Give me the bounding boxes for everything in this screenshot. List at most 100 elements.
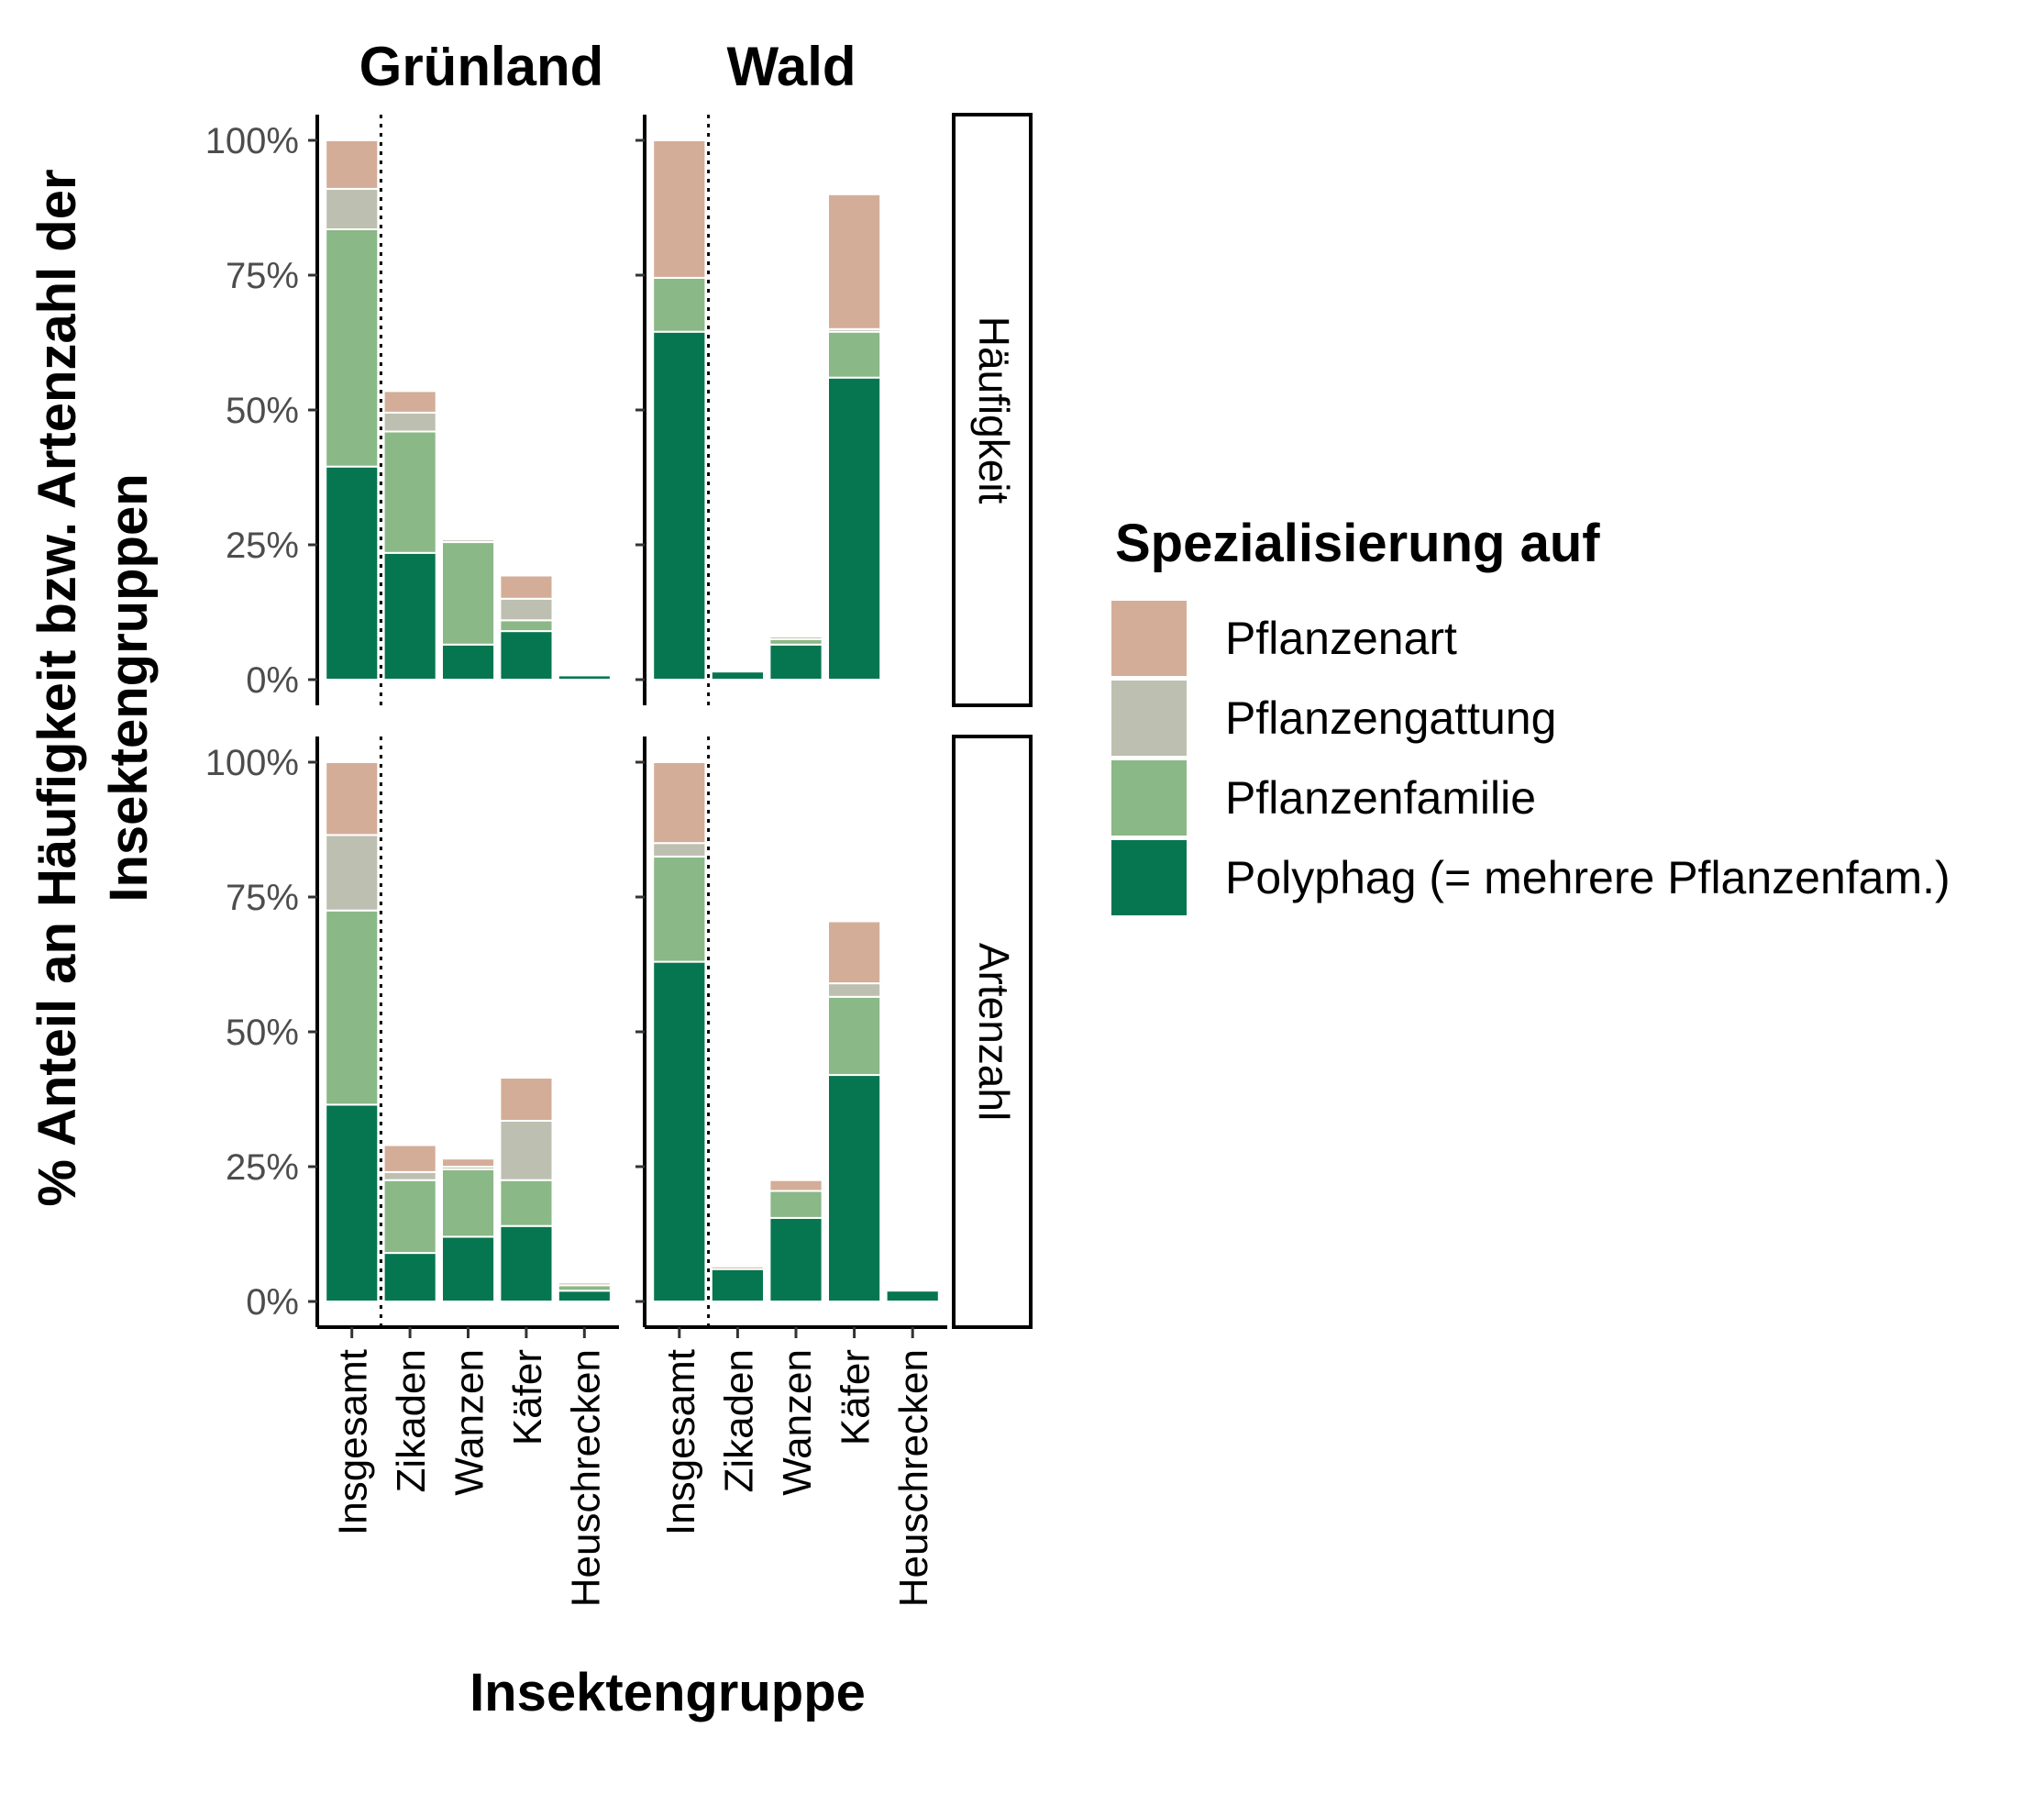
bar-insgesamt-pflanzengattung xyxy=(325,187,380,230)
legend: Spezialisierung auf Pflanzenart Pflanzeng… xyxy=(1111,514,1950,915)
bar-zikaden-polyphag-mehrere-pflanzenfam xyxy=(710,670,765,681)
bar-kaefer-polyphag-mehrere-pflanzenfam xyxy=(499,630,554,681)
bar-zikaden-pflanzenart xyxy=(710,1265,765,1270)
bar-wanzen-pflanzenfamilie xyxy=(441,1168,496,1238)
x-tick-label-insgesamt: Insgesamt xyxy=(658,1349,703,1535)
bar-kaefer-pflanzengattung xyxy=(827,982,882,998)
y-tick-label: 50% xyxy=(226,1013,299,1053)
bar-kaefer-pflanzenart xyxy=(499,1077,554,1122)
bar-heuschrecken-polyphag-mehrere-pflanzenfam xyxy=(885,1290,940,1302)
legend-label-pflanzenfamilie: Pflanzenfamilie xyxy=(1225,772,1536,824)
facet-strip-artenzahl: Artenzahl xyxy=(952,735,1033,1329)
facet-strip-label-artenzahl: Artenzahl xyxy=(970,943,1018,1121)
panel-wald-haeufigkeit xyxy=(635,115,940,705)
bar-insgesamt-pflanzenart xyxy=(325,139,380,190)
y-tick-label: 50% xyxy=(226,391,299,431)
bar-insgesamt-pflanzengattung xyxy=(325,834,380,912)
bar-insgesamt-pflanzenart xyxy=(652,761,707,845)
bar-wanzen-pflanzenart xyxy=(441,1157,496,1168)
column-title-gruenland: Grünland xyxy=(359,36,604,97)
y-axis-title-line-2: Insektengruppen xyxy=(99,473,159,902)
legend-swatch-polyphag-mehrere-pflanzenfam xyxy=(1111,840,1187,915)
bar-insgesamt-pflanzenart xyxy=(325,761,380,836)
y-tick-label: 0% xyxy=(246,1282,299,1323)
bar-kaefer-pflanzenart xyxy=(827,193,882,330)
bar-insgesamt-pflanzengattung xyxy=(652,842,707,858)
chart-panels: 0% 25% 50% 75% 100% 0% 25% 50% 75% 100% Insgesamt Z… xyxy=(205,115,947,1607)
bar-wanzen-pflanzenart xyxy=(768,634,823,638)
bar-zikaden-pflanzenfamilie xyxy=(382,1179,437,1255)
bar-insgesamt-pflanzenart xyxy=(652,139,707,279)
column-title-wald: Wald xyxy=(726,36,856,97)
bar-insgesamt-pflanzenfamilie xyxy=(652,855,707,963)
facet-strip-label-haeufigkeit: Häufigkeit xyxy=(970,316,1018,504)
bar-insgesamt-pflanzenfamilie xyxy=(325,909,380,1106)
y-tick-label: 100% xyxy=(205,743,299,783)
y-axis-title-line-1: % Anteil an Häufigkeit bzw. Artenzahl de… xyxy=(28,169,87,1206)
bar-wanzen-polyphag-mehrere-pflanzenfam xyxy=(441,1235,496,1303)
bar-kaefer-pflanzenfamilie xyxy=(827,330,882,379)
legend-title: Spezialisierung auf xyxy=(1115,514,1600,573)
bar-wanzen-polyphag-mehrere-pflanzenfam xyxy=(768,643,823,681)
panel-gruenland-artenzahl: 0% 25% 50% 75% 100% Insgesamt Zikaden Wanzen Käf… xyxy=(205,736,619,1607)
legend-swatch-pflanzenfamilie xyxy=(1111,760,1187,836)
y-tick-label: 0% xyxy=(246,660,299,701)
bar-wanzen-pflanzenart xyxy=(441,537,496,541)
legend-label-polyphag-mehrere-pflanzenfam: Polyphag (= mehrere Pflanzenfam.) xyxy=(1225,852,1950,903)
bar-zikaden-polyphag-mehrere-pflanzenfam xyxy=(382,551,437,681)
bar-wanzen-pflanzenfamilie xyxy=(768,1190,823,1219)
bar-heuschrecken-polyphag-mehrere-pflanzenfam xyxy=(557,1290,612,1302)
bar-kaefer-polyphag-mehrere-pflanzenfam xyxy=(499,1224,554,1302)
legend-swatch-pflanzengattung xyxy=(1111,681,1187,756)
bar-heuschrecken-pflanzenart xyxy=(557,1281,612,1287)
y-tick-label: 75% xyxy=(226,878,299,918)
x-tick-label-heuschrecken: Heuschrecken xyxy=(891,1349,936,1607)
x-tick-label-wanzen: Wanzen xyxy=(447,1349,492,1496)
bar-zikaden-pflanzenart xyxy=(382,390,437,414)
bar-kaefer-pflanzenart xyxy=(499,574,554,600)
x-tick-label-kaefer: Käfer xyxy=(834,1349,878,1445)
bar-kaefer-pflanzenfamilie xyxy=(499,1179,554,1227)
bar-insgesamt-polyphag-mehrere-pflanzenfam xyxy=(652,330,707,681)
bar-kaefer-pflanzenfamilie xyxy=(827,995,882,1077)
legend-label-pflanzengattung: Pflanzengattung xyxy=(1225,692,1556,744)
bar-zikaden-polyphag-mehrere-pflanzenfam xyxy=(710,1268,765,1302)
x-axis-title: Insektengruppe xyxy=(470,1663,866,1722)
bar-kaefer-polyphag-mehrere-pflanzenfam xyxy=(827,1074,882,1302)
y-tick-label: 100% xyxy=(205,121,299,161)
bar-kaefer-pflanzenfamilie xyxy=(499,619,554,633)
bar-insgesamt-polyphag-mehrere-pflanzenfam xyxy=(325,1103,380,1303)
bar-wanzen-pflanzenart xyxy=(768,1179,823,1192)
panel-wald-artenzahl: Insgesamt Zikaden Wanzen Käfer Heuschrecken xyxy=(635,736,947,1607)
bar-kaefer-pflanzenart xyxy=(827,920,882,985)
x-tick-label-wanzen: Wanzen xyxy=(775,1349,820,1496)
bar-heuschrecken-pflanzenart xyxy=(557,673,612,677)
bar-wanzen-pflanzenfamilie xyxy=(441,541,496,646)
legend-label-pflanzenart: Pflanzenart xyxy=(1225,613,1457,664)
bar-kaefer-polyphag-mehrere-pflanzenfam xyxy=(827,376,882,681)
y-tick-label: 75% xyxy=(226,256,299,296)
y-tick-label: 25% xyxy=(226,526,299,566)
facet-strip-haeufigkeit: Häufigkeit xyxy=(952,113,1033,707)
x-tick-label-kaefer: Käfer xyxy=(505,1349,550,1445)
x-tick-label-zikaden: Zikaden xyxy=(389,1349,434,1493)
panel-gruenland-haeufigkeit: 0% 25% 50% 75% 100% xyxy=(205,115,612,705)
bar-zikaden-pflanzengattung xyxy=(382,1170,437,1181)
bar-kaefer-pflanzengattung xyxy=(499,1120,554,1181)
bar-heuschrecken-polyphag-mehrere-pflanzenfam xyxy=(885,677,940,681)
bar-insgesamt-pflanzenfamilie xyxy=(652,276,707,333)
x-tick-label-heuschrecken: Heuschrecken xyxy=(563,1349,608,1607)
legend-swatch-pflanzenart xyxy=(1111,601,1187,676)
bar-insgesamt-polyphag-mehrere-pflanzenfam xyxy=(652,960,707,1302)
bar-insgesamt-polyphag-mehrere-pflanzenfam xyxy=(325,465,380,681)
x-tick-label-insgesamt: Insgesamt xyxy=(331,1349,376,1535)
bar-kaefer-pflanzengattung xyxy=(499,597,554,622)
bar-zikaden-polyphag-mehrere-pflanzenfam xyxy=(382,1252,437,1302)
bar-wanzen-polyphag-mehrere-pflanzenfam xyxy=(768,1216,823,1303)
bar-wanzen-polyphag-mehrere-pflanzenfam xyxy=(441,643,496,681)
bar-zikaden-pflanzenfamilie xyxy=(382,430,437,554)
bar-zikaden-pflanzengattung xyxy=(382,411,437,433)
y-tick-label: 25% xyxy=(226,1147,299,1188)
bar-insgesamt-pflanzenfamilie xyxy=(325,228,380,468)
